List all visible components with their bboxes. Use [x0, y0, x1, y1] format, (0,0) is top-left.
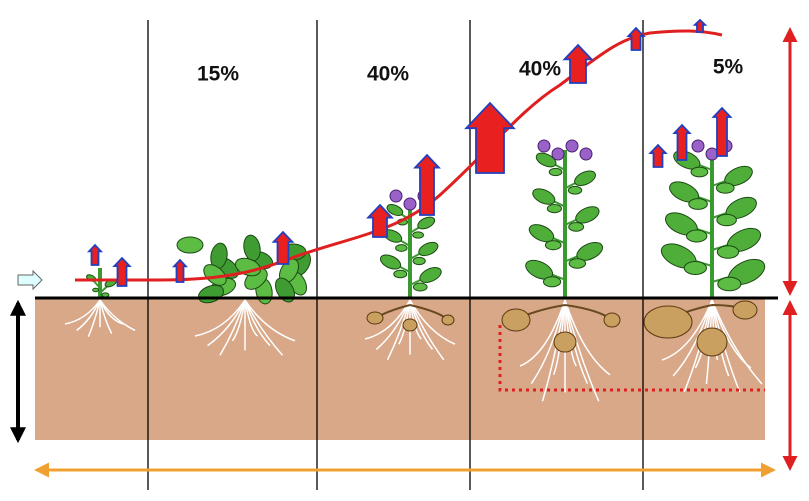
leaf: [724, 165, 753, 187]
growth-arrow: [413, 153, 441, 216]
growth-arrow: [692, 18, 708, 33]
stage-percent: 40%: [519, 58, 561, 81]
root: [711, 299, 763, 385]
growth-arrows: [86, 18, 733, 287]
leaf: [716, 213, 737, 227]
leaf: [568, 222, 585, 232]
stage-dividers: [147, 20, 644, 490]
root: [564, 299, 589, 384]
leaf: [575, 206, 600, 224]
flower: [551, 147, 565, 161]
root: [661, 299, 713, 361]
flower: [403, 197, 417, 211]
leaf: [417, 216, 436, 230]
growth-arrow: [711, 106, 733, 157]
leaf: [567, 185, 583, 195]
leaf: [525, 259, 554, 280]
leaf: [203, 264, 227, 286]
root: [530, 299, 566, 385]
leaf: [379, 254, 402, 270]
flower: [565, 139, 579, 153]
growth-arrow: [626, 26, 646, 51]
tuber: [402, 318, 418, 332]
leaf: [395, 244, 408, 252]
root: [541, 299, 566, 402]
leaf: [688, 198, 708, 210]
root: [244, 299, 296, 342]
root: [672, 299, 713, 377]
stage-percent: 15%: [197, 63, 239, 86]
growth-arrow: [271, 230, 295, 265]
root: [87, 299, 101, 338]
tuber: [643, 305, 693, 339]
flower: [579, 147, 593, 161]
root: [99, 299, 136, 332]
tuber: [696, 327, 728, 357]
root: [219, 299, 246, 356]
leaf: [690, 166, 709, 178]
root: [76, 299, 101, 332]
growth-arrow: [112, 256, 132, 287]
leaf: [176, 236, 204, 254]
leaf: [412, 256, 426, 266]
root: [194, 299, 246, 337]
root: [244, 299, 284, 356]
tuber-zone: [498, 325, 765, 392]
leaf: [686, 229, 708, 243]
plants: [64, 139, 766, 402]
tuber: [441, 314, 455, 326]
stage-percent: 5%: [713, 56, 744, 79]
growth-curve: [75, 29, 723, 282]
leaf: [548, 167, 563, 177]
flower: [691, 139, 705, 153]
tuber: [732, 300, 758, 320]
growth-arrow: [648, 143, 668, 168]
tuber: [501, 308, 531, 332]
root: [207, 299, 246, 347]
growth-arrow: [672, 123, 692, 161]
leaf: [683, 261, 707, 275]
leaf: [544, 240, 562, 251]
leaf: [717, 276, 742, 292]
growth-arrow: [171, 258, 189, 283]
root: [519, 299, 566, 367]
leaf: [716, 245, 740, 259]
leaf: [546, 203, 562, 214]
growth-arrow: [562, 43, 594, 84]
stage-percent: 40%: [367, 63, 409, 86]
tuber: [603, 312, 621, 328]
leaf: [412, 231, 425, 239]
leaf: [92, 287, 100, 293]
leaf: [412, 282, 428, 292]
tuber: [553, 331, 577, 353]
growth-arrow: [366, 203, 394, 238]
root: [564, 299, 611, 376]
leaf: [542, 276, 562, 288]
root: [64, 299, 101, 325]
leaf: [532, 188, 556, 205]
leaf: [568, 258, 587, 269]
leaf: [275, 277, 295, 303]
leaf: [386, 204, 404, 216]
leaf: [715, 182, 735, 194]
leaf: [419, 267, 442, 283]
leaf: [101, 292, 110, 298]
growth-arrow: [464, 101, 516, 174]
root: [231, 299, 246, 342]
leaf: [393, 269, 408, 279]
leaf: [574, 170, 596, 187]
leaf: [576, 241, 604, 261]
flower: [537, 139, 551, 153]
flower: [389, 189, 403, 203]
leaf: [418, 241, 439, 257]
leaf: [535, 152, 557, 168]
tuber: [366, 311, 384, 325]
start-arrow: [17, 269, 43, 291]
leaf: [528, 224, 555, 243]
growth-arrow: [86, 243, 104, 266]
root: [564, 299, 600, 402]
